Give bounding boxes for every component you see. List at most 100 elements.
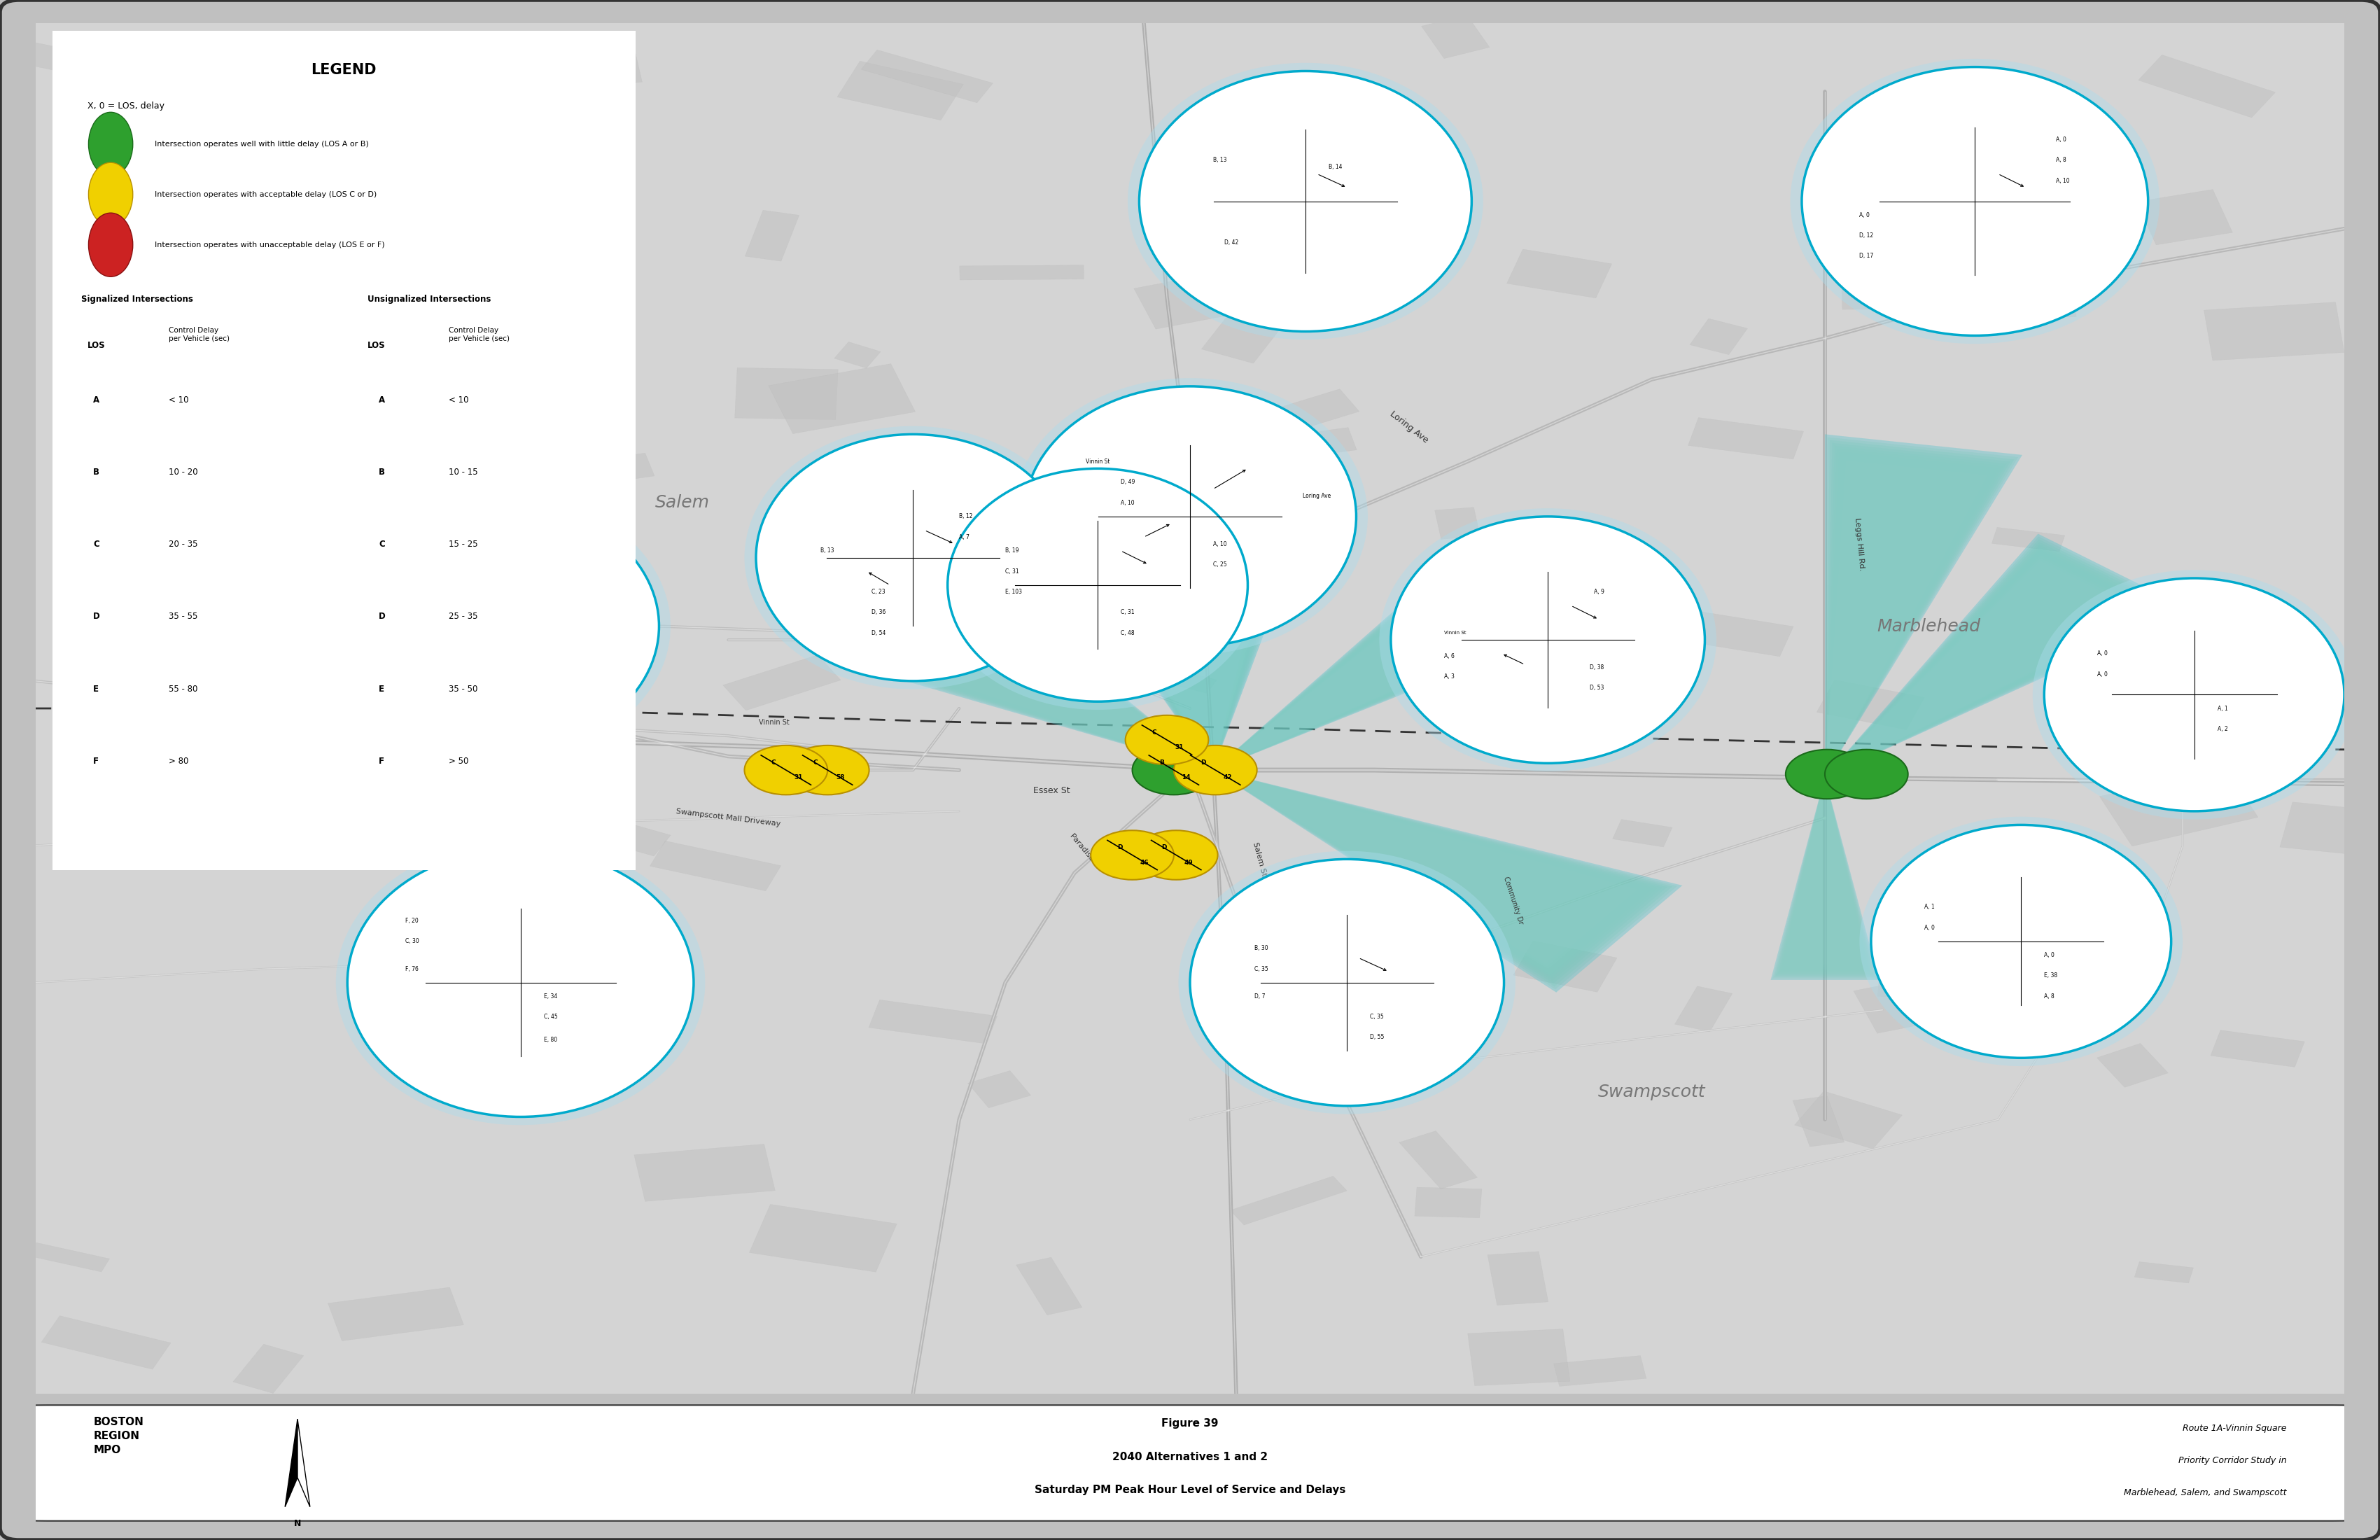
Polygon shape [1825, 437, 2018, 778]
Polygon shape [1214, 770, 1683, 992]
Text: 20 - 35: 20 - 35 [169, 541, 198, 548]
FancyBboxPatch shape [1864, 151, 1937, 180]
Text: B, 14: B, 14 [1328, 163, 1342, 169]
Text: X, 0 = LOS, delay: X, 0 = LOS, delay [88, 102, 164, 111]
FancyBboxPatch shape [2135, 1261, 2194, 1283]
FancyBboxPatch shape [1202, 313, 1280, 363]
Text: C, 35: C, 35 [1254, 966, 1269, 972]
Ellipse shape [1178, 852, 1516, 1113]
Polygon shape [840, 570, 1214, 770]
Text: B: B [1159, 759, 1164, 765]
FancyBboxPatch shape [769, 363, 916, 434]
Polygon shape [1771, 778, 1880, 979]
Text: B, 13: B, 13 [1214, 157, 1226, 163]
Text: 25 - 35: 25 - 35 [450, 611, 478, 621]
Circle shape [1785, 750, 1868, 799]
Polygon shape [1825, 545, 2173, 778]
FancyBboxPatch shape [2137, 55, 2275, 117]
FancyBboxPatch shape [1685, 611, 1795, 656]
Polygon shape [1825, 448, 2002, 778]
FancyBboxPatch shape [881, 485, 983, 539]
FancyBboxPatch shape [633, 1144, 776, 1201]
FancyBboxPatch shape [1135, 661, 1216, 693]
FancyBboxPatch shape [1514, 941, 1616, 992]
Polygon shape [1825, 547, 2168, 778]
Text: LOS: LOS [367, 340, 386, 350]
Text: > 80: > 80 [169, 756, 188, 765]
Text: D: D [1116, 844, 1123, 850]
Text: Figure 39: Figure 39 [1161, 1418, 1219, 1429]
Polygon shape [845, 573, 1214, 770]
FancyBboxPatch shape [1414, 1187, 1483, 1218]
Text: C: C [1152, 730, 1157, 736]
Text: E, 38: E, 38 [2044, 973, 2059, 979]
Circle shape [1090, 830, 1173, 879]
Polygon shape [1214, 556, 1573, 770]
Ellipse shape [2033, 570, 2356, 819]
FancyBboxPatch shape [1247, 390, 1359, 439]
Polygon shape [1825, 434, 2023, 778]
Text: Leggs Hill Rd.: Leggs Hill Rd. [1854, 517, 1866, 571]
FancyBboxPatch shape [735, 368, 838, 420]
Text: Salem: Salem [654, 494, 709, 511]
Polygon shape [1019, 476, 1323, 770]
Text: F: F [93, 756, 100, 765]
Polygon shape [1825, 550, 2163, 778]
Text: B: B [93, 468, 100, 477]
Ellipse shape [1390, 516, 1704, 764]
FancyBboxPatch shape [1259, 80, 1383, 140]
Circle shape [1825, 750, 1909, 799]
Text: Unsignalized Intersections: Unsignalized Intersections [367, 294, 490, 303]
Text: Loring Ave: Loring Ave [1302, 493, 1330, 499]
Text: D, 54: D, 54 [871, 630, 885, 636]
FancyBboxPatch shape [1468, 1329, 1571, 1386]
Text: A, 1: A, 1 [1923, 904, 1935, 910]
FancyBboxPatch shape [1935, 946, 1992, 962]
Text: A, 8: A, 8 [2056, 157, 2066, 163]
Text: 10 - 20: 10 - 20 [169, 468, 198, 477]
Text: A, 1: A, 1 [2218, 705, 2228, 711]
Text: B, 12: B, 12 [959, 513, 973, 519]
Polygon shape [1214, 542, 1597, 770]
Polygon shape [869, 588, 1214, 770]
Ellipse shape [347, 849, 693, 1116]
Text: E, 103: E, 103 [1004, 588, 1021, 594]
Circle shape [1135, 830, 1219, 879]
Text: D, 53: D, 53 [1590, 685, 1604, 691]
FancyBboxPatch shape [409, 956, 509, 998]
Text: Route 1A-Vinnin Square: Route 1A-Vinnin Square [2182, 1424, 2287, 1434]
Polygon shape [1035, 482, 1309, 770]
Text: 31: 31 [1176, 744, 1183, 750]
FancyBboxPatch shape [1676, 986, 1733, 1032]
Text: A, 10: A, 10 [1214, 541, 1226, 547]
FancyBboxPatch shape [1816, 679, 1925, 730]
Polygon shape [1214, 548, 1587, 770]
Ellipse shape [1859, 816, 2182, 1066]
Polygon shape [1825, 539, 2182, 778]
Polygon shape [1773, 778, 1875, 976]
Polygon shape [1825, 444, 2011, 778]
FancyBboxPatch shape [2137, 189, 2232, 245]
Polygon shape [1775, 778, 1873, 975]
Text: E, 34: E, 34 [543, 993, 557, 999]
Polygon shape [1825, 451, 1999, 778]
Polygon shape [1214, 553, 1578, 770]
Text: C, 21: C, 21 [509, 636, 524, 644]
Text: C, 31: C, 31 [1121, 610, 1135, 616]
Text: C, 31: C, 31 [1004, 568, 1019, 574]
Polygon shape [1825, 556, 2154, 778]
FancyBboxPatch shape [40, 1315, 171, 1369]
Polygon shape [1214, 770, 1683, 992]
FancyBboxPatch shape [328, 1287, 464, 1341]
FancyBboxPatch shape [750, 1204, 897, 1272]
Text: Swampscott: Swampscott [1597, 1084, 1706, 1101]
Polygon shape [1825, 534, 2192, 778]
Text: C, 48: C, 48 [1121, 630, 1135, 636]
Polygon shape [1825, 534, 2192, 778]
Polygon shape [1214, 564, 1561, 770]
FancyBboxPatch shape [2018, 266, 2075, 319]
Ellipse shape [1011, 379, 1368, 654]
FancyBboxPatch shape [2280, 802, 2366, 855]
Polygon shape [1045, 485, 1299, 770]
Polygon shape [286, 1420, 298, 1506]
